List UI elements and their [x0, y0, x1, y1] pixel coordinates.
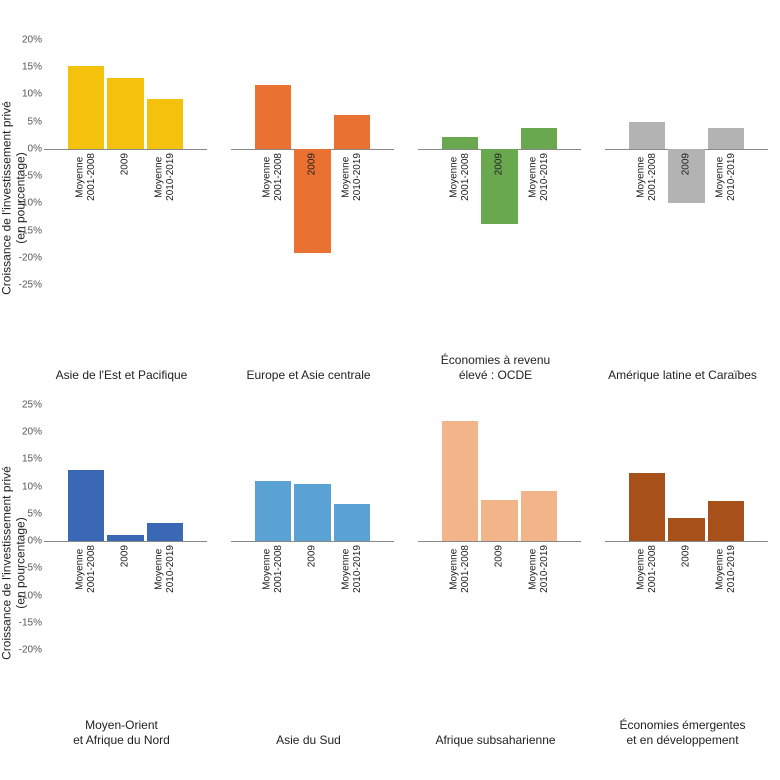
y-tick-label: 5% — [8, 508, 42, 519]
plot-area: -20%-15%-10%-5%0%5%10%15%20%25%Moyenne20… — [44, 405, 207, 650]
bars-group: Moyenne2001-2008 2009 Moyenne2010-2019 — [237, 40, 388, 285]
bar-category-label: Moyenne2001-2008 — [262, 153, 285, 205]
bar-category-label: Moyenne2001-2008 — [636, 153, 659, 205]
bar-category-label: Moyenne2001-2008 — [75, 153, 98, 205]
y-tick-label: -10% — [8, 198, 42, 209]
plot-area: Moyenne2001-2008 2009 Moyenne2010-2019 — [605, 40, 768, 285]
bar-category-label: Moyenne2001-2008 — [262, 545, 285, 597]
plot-area: Moyenne2001-2008 2009 Moyenne2010-2019 — [418, 40, 581, 285]
bar-category-label: Moyenne2010-2019 — [527, 153, 550, 205]
panel-title: Économies à revenuélevé : OCDE — [406, 353, 585, 383]
plot-area: Moyenne2001-2008 2009 Moyenne2010-2019 — [605, 405, 768, 650]
bar — [708, 128, 744, 149]
chart-panel: Croissance de l'investissement privé(en … — [32, 40, 211, 355]
bar — [668, 518, 704, 541]
bar-category-label: 2009 — [307, 153, 319, 175]
bar — [521, 128, 557, 149]
y-tick-label: -15% — [8, 225, 42, 236]
bar — [442, 421, 478, 541]
bar-category-label: Moyenne2010-2019 — [153, 153, 176, 205]
bar — [147, 99, 183, 149]
bar-category-label: Moyenne2010-2019 — [153, 545, 176, 597]
bar-category-label: Moyenne2010-2019 — [340, 153, 363, 205]
bars-group: Moyenne2001-2008 2009 Moyenne2010-2019 — [611, 40, 762, 285]
bar — [255, 481, 291, 541]
bar — [334, 504, 370, 541]
y-tick-label: -5% — [8, 171, 42, 182]
y-tick-label: -5% — [8, 563, 42, 574]
plot-area: Moyenne2001-2008 2009 Moyenne2010-2019 — [231, 40, 394, 285]
bar-category-label: 2009 — [307, 545, 319, 571]
bar-category-label: 2009 — [494, 153, 506, 175]
bar — [107, 78, 143, 149]
bars-group: Moyenne2001-2008 2009 Moyenne2010-2019 — [237, 405, 388, 650]
bar-category-label: Moyenne2001-2008 — [449, 545, 472, 597]
y-tick-label: -25% — [8, 280, 42, 291]
panel-title: Asie du Sud — [219, 733, 398, 748]
chart-panel: Moyenne2001-20082009Moyenne2010-2019Euro… — [219, 40, 398, 355]
y-tick-label: 15% — [8, 62, 42, 73]
bar — [334, 115, 370, 149]
y-tick-label: -20% — [8, 645, 42, 656]
y-tick-label: 25% — [8, 400, 42, 411]
panel-title: Moyen-Orientet Afrique du Nord — [32, 718, 211, 748]
panel-title: Asie de l'Est et Pacifique — [32, 368, 211, 383]
bar-category-label: 2009 — [494, 545, 506, 571]
chart-panel: Moyenne2001-20082009Moyenne2010-2019Afri… — [406, 405, 585, 720]
chart-panel: Croissance de l'investissement privé(en … — [32, 405, 211, 720]
y-tick-label: 20% — [8, 35, 42, 46]
bar — [68, 470, 104, 541]
plot-area: Moyenne2001-2008 2009 Moyenne2010-2019 — [231, 405, 394, 650]
y-tick-label: 0% — [8, 143, 42, 154]
y-tick-label: -10% — [8, 590, 42, 601]
bar-category-label: Moyenne2010-2019 — [340, 545, 363, 597]
y-tick-label: 5% — [8, 116, 42, 127]
y-tick-label: 20% — [8, 427, 42, 438]
panel-title: Économies émergenteset en développement — [593, 718, 772, 748]
bar — [708, 501, 744, 541]
bar-category-label: Moyenne2001-2008 — [636, 545, 659, 597]
y-tick-label: -20% — [8, 252, 42, 263]
bar-category-label: 2009 — [120, 545, 132, 571]
bars-group: Moyenne2001-2008 2009 Moyenne2010-2019 — [50, 405, 201, 650]
bar-category-label: Moyenne2001-2008 — [449, 153, 472, 205]
bar — [521, 491, 557, 542]
bars-group: Moyenne2001-2008 2009 Moyenne2010-2019 — [424, 40, 575, 285]
bar — [481, 500, 517, 541]
panel-title: Afrique subsaharienne — [406, 733, 585, 748]
y-tick-label: 10% — [8, 481, 42, 492]
y-tick-label: 10% — [8, 89, 42, 100]
plot-area: -25%-20%-15%-10%-5%0%5%10%15%20%Moyenne2… — [44, 40, 207, 285]
bars-group: Moyenne2001-2008 2009 Moyenne2010-2019 — [50, 40, 201, 285]
bar — [629, 473, 665, 541]
y-tick-label: 0% — [8, 536, 42, 547]
bar — [147, 523, 183, 541]
plot-area: Moyenne2001-2008 2009 Moyenne2010-2019 — [418, 405, 581, 650]
bar — [107, 535, 143, 542]
chart-panel: Moyenne2001-20082009Moyenne2010-2019Asie… — [219, 405, 398, 720]
bar — [294, 484, 330, 541]
bar — [68, 66, 104, 149]
bar — [629, 122, 665, 149]
bar-category-label: 2009 — [681, 545, 693, 571]
chart-panel: Moyenne2001-20082009Moyenne2010-2019Écon… — [406, 40, 585, 355]
bar — [255, 85, 291, 149]
chart-panel: Moyenne2001-20082009Moyenne2010-2019Amér… — [593, 40, 772, 355]
bars-group: Moyenne2001-2008 2009 Moyenne2010-2019 — [611, 405, 762, 650]
bars-group: Moyenne2001-2008 2009 Moyenne2010-2019 — [424, 405, 575, 650]
chart-panel: Moyenne2001-20082009Moyenne2010-2019Écon… — [593, 405, 772, 720]
y-tick-label: -15% — [8, 617, 42, 628]
bar-category-label: 2009 — [681, 153, 693, 175]
bar-category-label: Moyenne2010-2019 — [714, 545, 737, 597]
panel-title: Amérique latine et Caraïbes — [593, 368, 772, 383]
bar — [442, 137, 478, 149]
bar-category-label: Moyenne2010-2019 — [714, 153, 737, 205]
bar-category-label: Moyenne2010-2019 — [527, 545, 550, 597]
panel-title: Europe et Asie centrale — [219, 368, 398, 383]
y-tick-label: 15% — [8, 454, 42, 465]
chart-grid: Croissance de l'investissement privé(en … — [32, 40, 772, 720]
bar-category-label: Moyenne2001-2008 — [75, 545, 98, 597]
bar-category-label: 2009 — [120, 153, 132, 179]
